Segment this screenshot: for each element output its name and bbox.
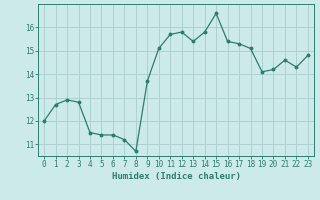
X-axis label: Humidex (Indice chaleur): Humidex (Indice chaleur)	[111, 172, 241, 181]
